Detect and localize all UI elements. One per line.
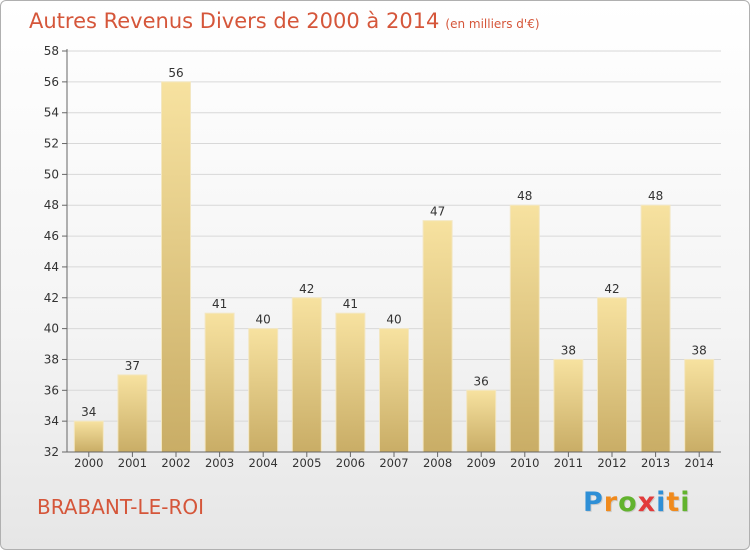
- logo-letter: x: [637, 487, 657, 518]
- x-tick-label: 2001: [118, 456, 147, 470]
- logo-letter: P: [583, 487, 604, 518]
- bar: [73, 420, 104, 453]
- x-tick-label: 2008: [423, 456, 452, 470]
- x-tick-label: 2005: [292, 456, 321, 470]
- bar: [291, 297, 322, 453]
- x-tick-label: 2006: [336, 456, 365, 470]
- bar-value-label: 34: [81, 405, 96, 419]
- x-tick-label: 2011: [554, 456, 583, 470]
- location-label: BRABANT-LE-ROI: [37, 495, 204, 519]
- bar-value-label: 48: [648, 189, 663, 203]
- bar: [204, 312, 235, 453]
- y-tick-label: 46: [44, 229, 59, 243]
- bar: [684, 358, 715, 453]
- y-tick-label: 36: [44, 383, 59, 397]
- bar-value-label: 37: [125, 359, 140, 373]
- proxiti-logo: Proxiti: [583, 487, 691, 518]
- bar-value-label: 40: [386, 313, 401, 327]
- y-tick-label: 48: [44, 198, 59, 212]
- x-tick-label: 2004: [249, 456, 278, 470]
- x-tick-label: 2012: [597, 456, 626, 470]
- y-axis-ticks: 32 34 36 38 40 42 44 46 48 50 52 54 56 58: [44, 44, 67, 459]
- logo-letter: o: [618, 487, 638, 518]
- x-tick-label: 2010: [510, 456, 539, 470]
- chart-title: Autres Revenus Divers de 2000 à 2014 (en …: [29, 9, 540, 33]
- bar: [379, 328, 409, 453]
- bar: [553, 358, 584, 453]
- bar: [422, 220, 453, 453]
- bar-value-label: 41: [343, 297, 358, 311]
- y-tick-label: 34: [44, 414, 59, 428]
- bar: [597, 297, 627, 453]
- y-tick-label: 56: [44, 75, 59, 89]
- logo-letter: i: [656, 487, 667, 518]
- y-tick-label: 58: [44, 44, 59, 58]
- bar-value-label: 38: [692, 343, 707, 357]
- y-tick-label: 42: [44, 291, 59, 305]
- y-tick-label: 32: [44, 445, 59, 459]
- bars: [73, 81, 715, 453]
- bar-value-label: 48: [517, 189, 532, 203]
- bar-value-labels: 34 37 56 41 40 42 41 40 47 36 48 38 42 48 38: [81, 66, 707, 419]
- bar-value-label: 40: [256, 313, 271, 327]
- bar-value-label: 42: [299, 282, 314, 296]
- bar-value-label: 36: [474, 374, 489, 388]
- bar-value-label: 42: [604, 282, 619, 296]
- bar: [466, 389, 497, 453]
- x-tick-label: 2014: [685, 456, 714, 470]
- chart-subtitle: (en milliers d'€): [445, 17, 540, 31]
- bar: [117, 374, 148, 453]
- bar: [509, 204, 540, 453]
- axes: [66, 49, 721, 453]
- x-tick-label: 2000: [74, 456, 103, 470]
- y-tick-label: 52: [44, 137, 59, 151]
- x-tick-label: 2013: [641, 456, 670, 470]
- y-tick-label: 44: [44, 260, 59, 274]
- x-tick-label: 2007: [379, 456, 408, 470]
- chart-title-text: Autres Revenus Divers de 2000 à 2014: [29, 9, 440, 33]
- y-tick-label: 54: [44, 106, 59, 120]
- bar: [335, 312, 366, 453]
- x-tick-label: 2009: [467, 456, 496, 470]
- y-tick-label: 40: [44, 322, 59, 336]
- bar-value-label: 38: [561, 343, 576, 357]
- bar: [640, 204, 671, 453]
- bar: [161, 81, 191, 453]
- bar-value-label: 41: [212, 297, 227, 311]
- x-tick-label: 2002: [161, 456, 190, 470]
- logo-letter: r: [603, 487, 619, 518]
- logo-letter: t: [666, 487, 681, 518]
- bar-value-label: 56: [168, 66, 183, 80]
- bar: [248, 328, 279, 453]
- y-tick-label: 38: [44, 352, 59, 366]
- y-tick-label: 50: [44, 167, 59, 181]
- x-tick-label: 2003: [205, 456, 234, 470]
- logo-letter: i: [680, 487, 691, 518]
- x-axis-ticks: 2000 2001 2002 2003 2004 2005 2006 2007 2008 2009…: [74, 452, 714, 470]
- bar-value-label: 47: [430, 205, 445, 219]
